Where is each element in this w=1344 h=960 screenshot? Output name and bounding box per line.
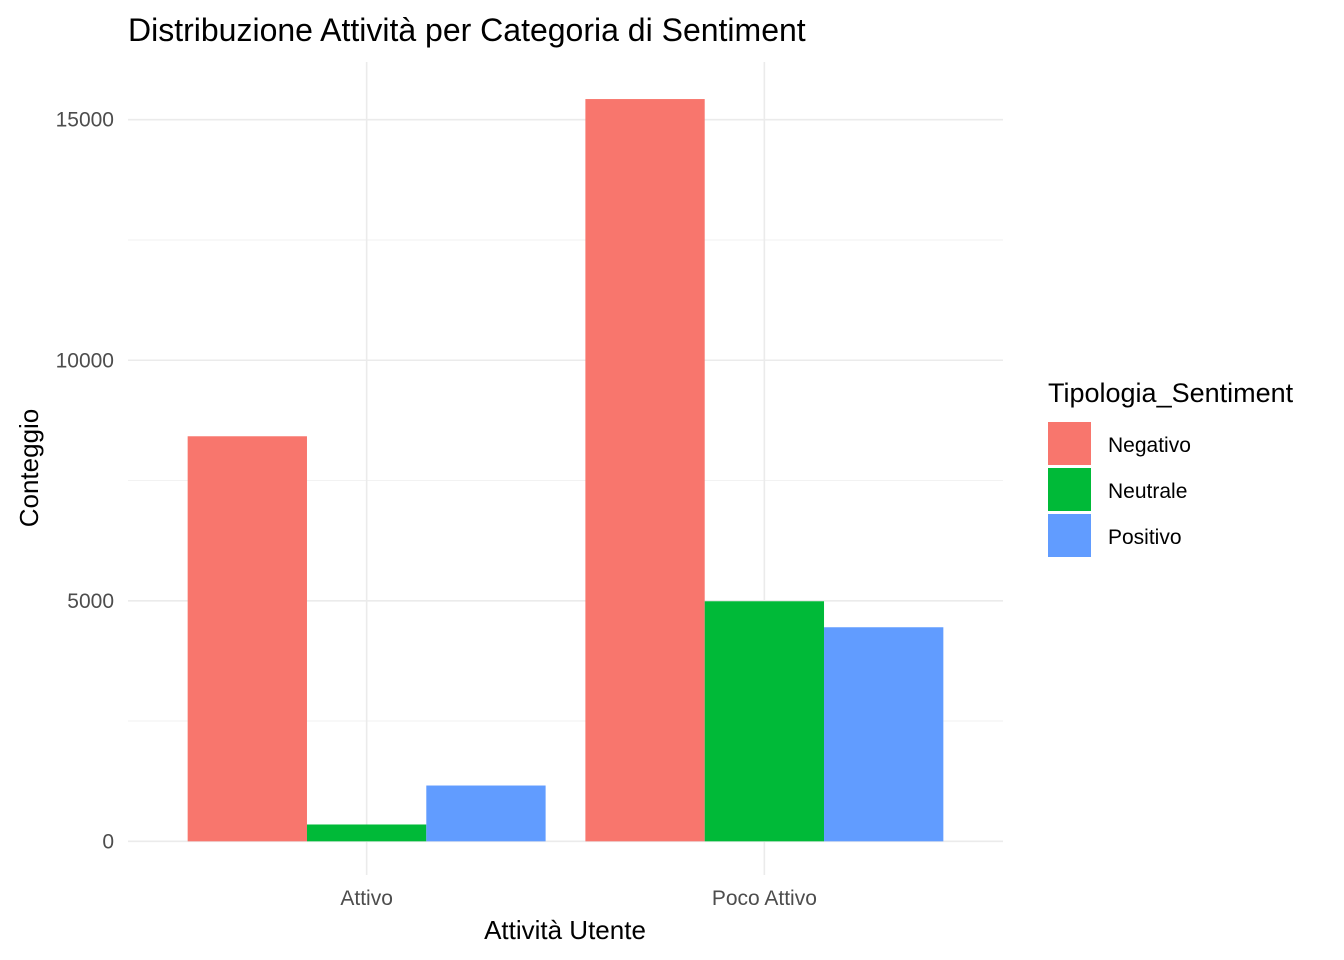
bar-positivo-poco-attivo [824, 627, 944, 842]
bars-group [187, 99, 944, 842]
x-tick-label: Poco Attivo [712, 887, 817, 910]
y-tick-label: 10000 [56, 349, 114, 372]
y-tick-label: 15000 [56, 109, 114, 132]
x-tick-label: Attivo [340, 887, 393, 910]
y-tick-label: 5000 [67, 590, 114, 613]
chart-title: Distribuzione Attività per Categoria di … [128, 12, 806, 48]
legend-title: Tipologia_Sentiment [1048, 378, 1294, 408]
bar-neutrale-poco-attivo [704, 601, 825, 842]
legend-label-positivo: Positivo [1108, 526, 1182, 549]
legend-swatch-positivo [1048, 514, 1091, 557]
bar-positivo-attivo [426, 785, 546, 842]
bar-negativo-poco-attivo [585, 99, 705, 842]
legend-label-negativo: Negativo [1108, 434, 1191, 457]
legend-label-neutrale: Neutrale [1108, 480, 1187, 503]
y-axis-ticks: 0 5000 10000 15000 [56, 109, 114, 854]
x-axis-title: Attività Utente [484, 915, 646, 945]
bar-neutrale-attivo [306, 824, 427, 842]
legend: Tipologia_Sentiment Negativo Neutrale Posi… [1048, 378, 1294, 557]
x-axis-ticks: Attivo Poco Attivo [340, 887, 817, 910]
legend-swatch-neutrale [1048, 468, 1091, 511]
y-axis-title: Conteggio [14, 409, 44, 528]
y-tick-label: 0 [102, 830, 114, 853]
bar-negativo-attivo [187, 436, 307, 842]
legend-swatch-negativo [1048, 422, 1091, 465]
